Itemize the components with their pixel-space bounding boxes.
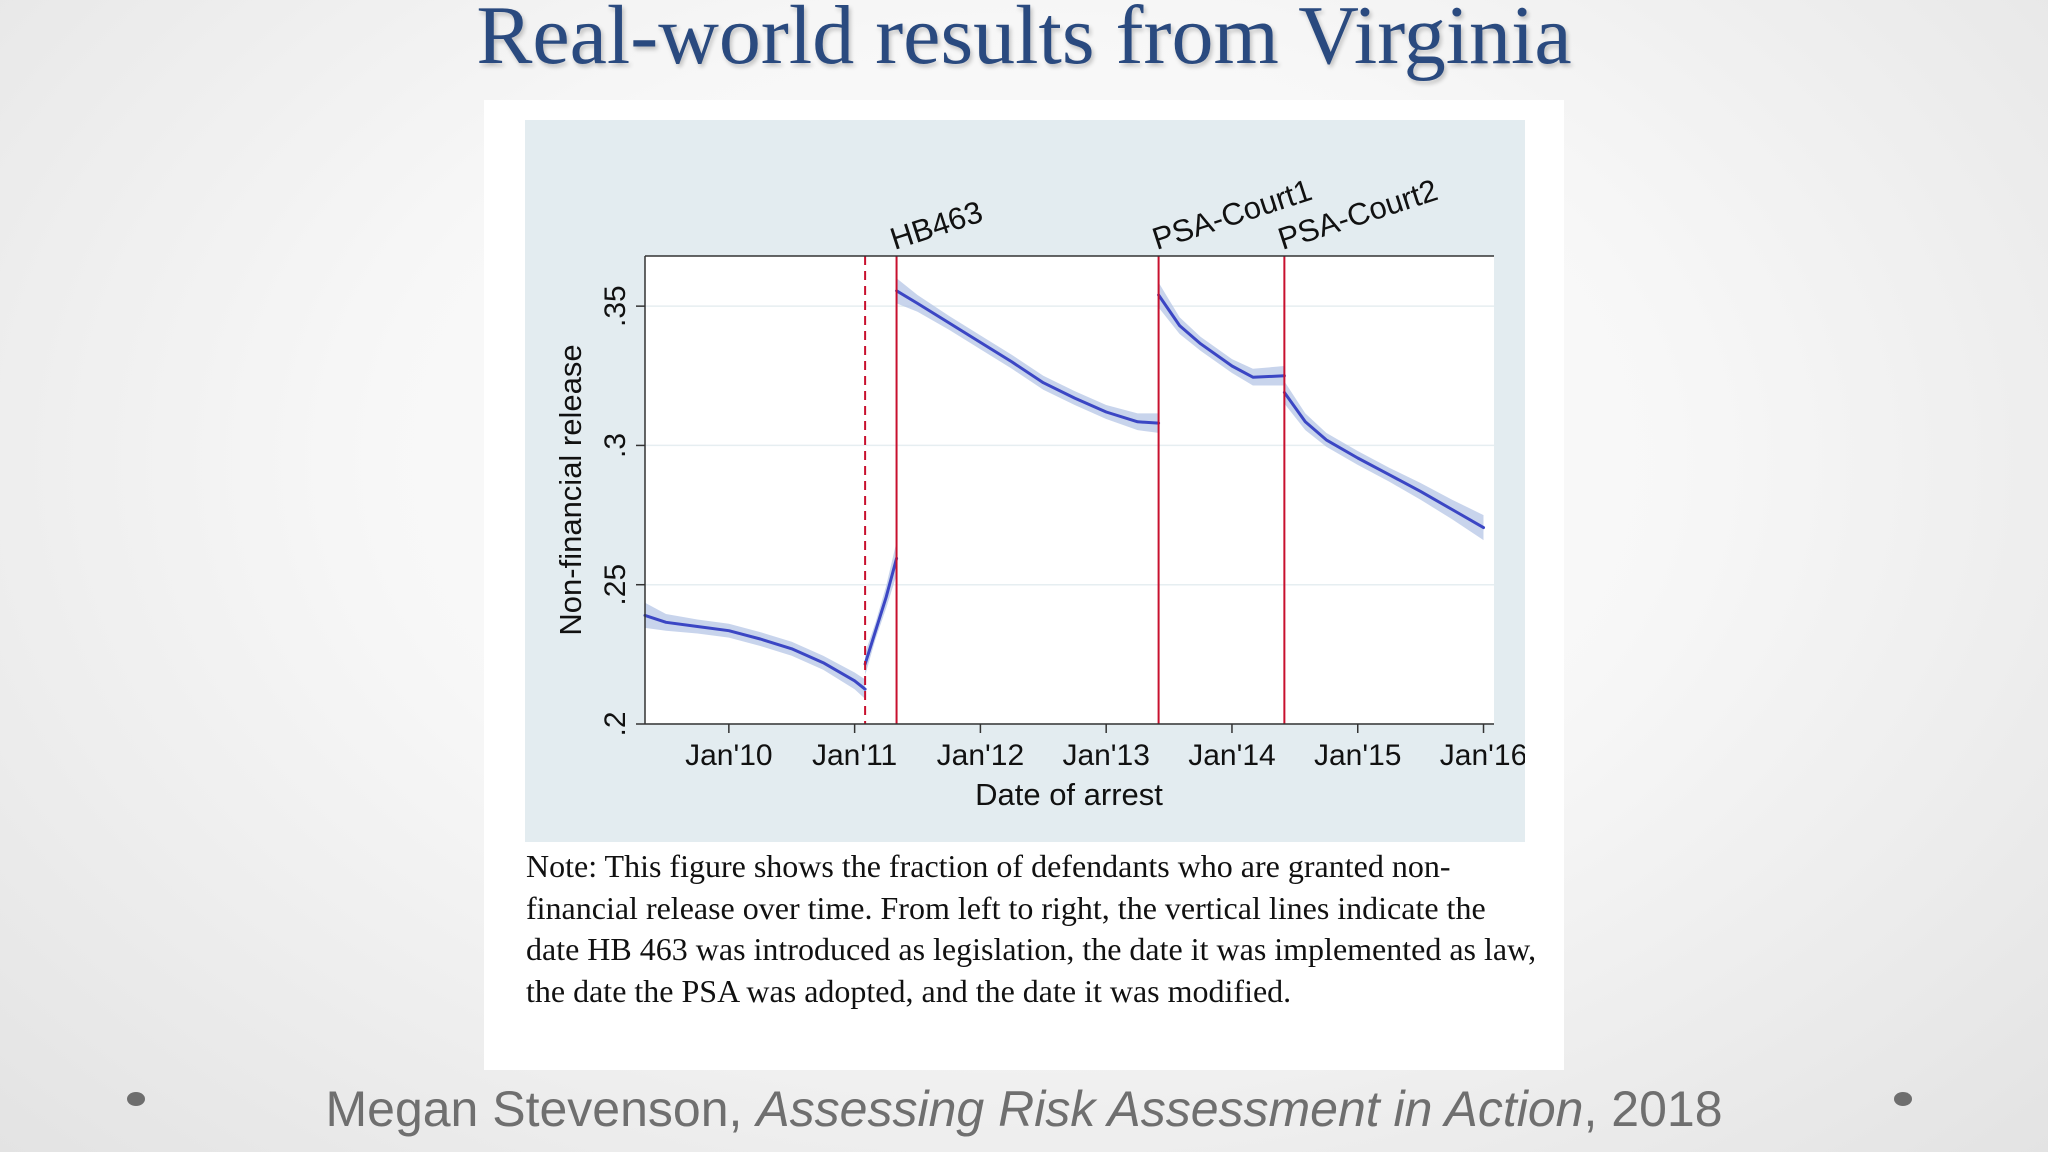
citation: Megan Stevenson, Assessing Risk Assessme… — [0, 1080, 2048, 1138]
confidence-band — [896, 278, 1159, 433]
x-tick-label: Jan'12 — [937, 739, 1024, 772]
series-line — [1282, 391, 1485, 530]
x-tick-label: Jan'15 — [1314, 739, 1401, 772]
plot-area — [645, 256, 1494, 724]
series-line — [895, 289, 1161, 425]
y-tick-label: .2 — [599, 711, 632, 736]
y-tick-label: .3 — [599, 433, 632, 458]
citation-author: Megan Stevenson, — [325, 1081, 757, 1137]
x-axis-title: Date of arrest — [975, 777, 1163, 812]
y-tick-label: .35 — [599, 285, 632, 327]
right-bullet-dot — [1894, 1092, 1912, 1106]
series-line — [643, 613, 867, 691]
left-bullet-dot — [127, 1092, 145, 1106]
axes: .2 .25 .3 .35 Jan'10 Jan'11 Jan'12 Jan'13 Jan'14… — [599, 255, 1525, 772]
y-axis-title: Non-financial release — [553, 344, 588, 635]
x-tick-label: Jan'16 — [1440, 739, 1525, 772]
figure-note: Note: This figure shows the fraction of … — [526, 848, 1537, 1009]
x-tick-label: Jan'14 — [1188, 739, 1275, 772]
x-tick-label: Jan'10 — [685, 739, 772, 772]
y-tick-label: .25 — [599, 564, 632, 606]
slide-title: Real-world results from Virginia — [476, 0, 1572, 82]
x-tick-label: Jan'13 — [1062, 739, 1149, 772]
x-tick-label: Jan'11 — [812, 739, 897, 772]
series-line — [863, 556, 899, 666]
series-line — [1157, 293, 1286, 379]
citation-title: Assessing Risk Assessment in Action — [756, 1081, 1584, 1137]
series-lines — [643, 289, 1485, 691]
citation-year: , 2018 — [1583, 1081, 1723, 1137]
